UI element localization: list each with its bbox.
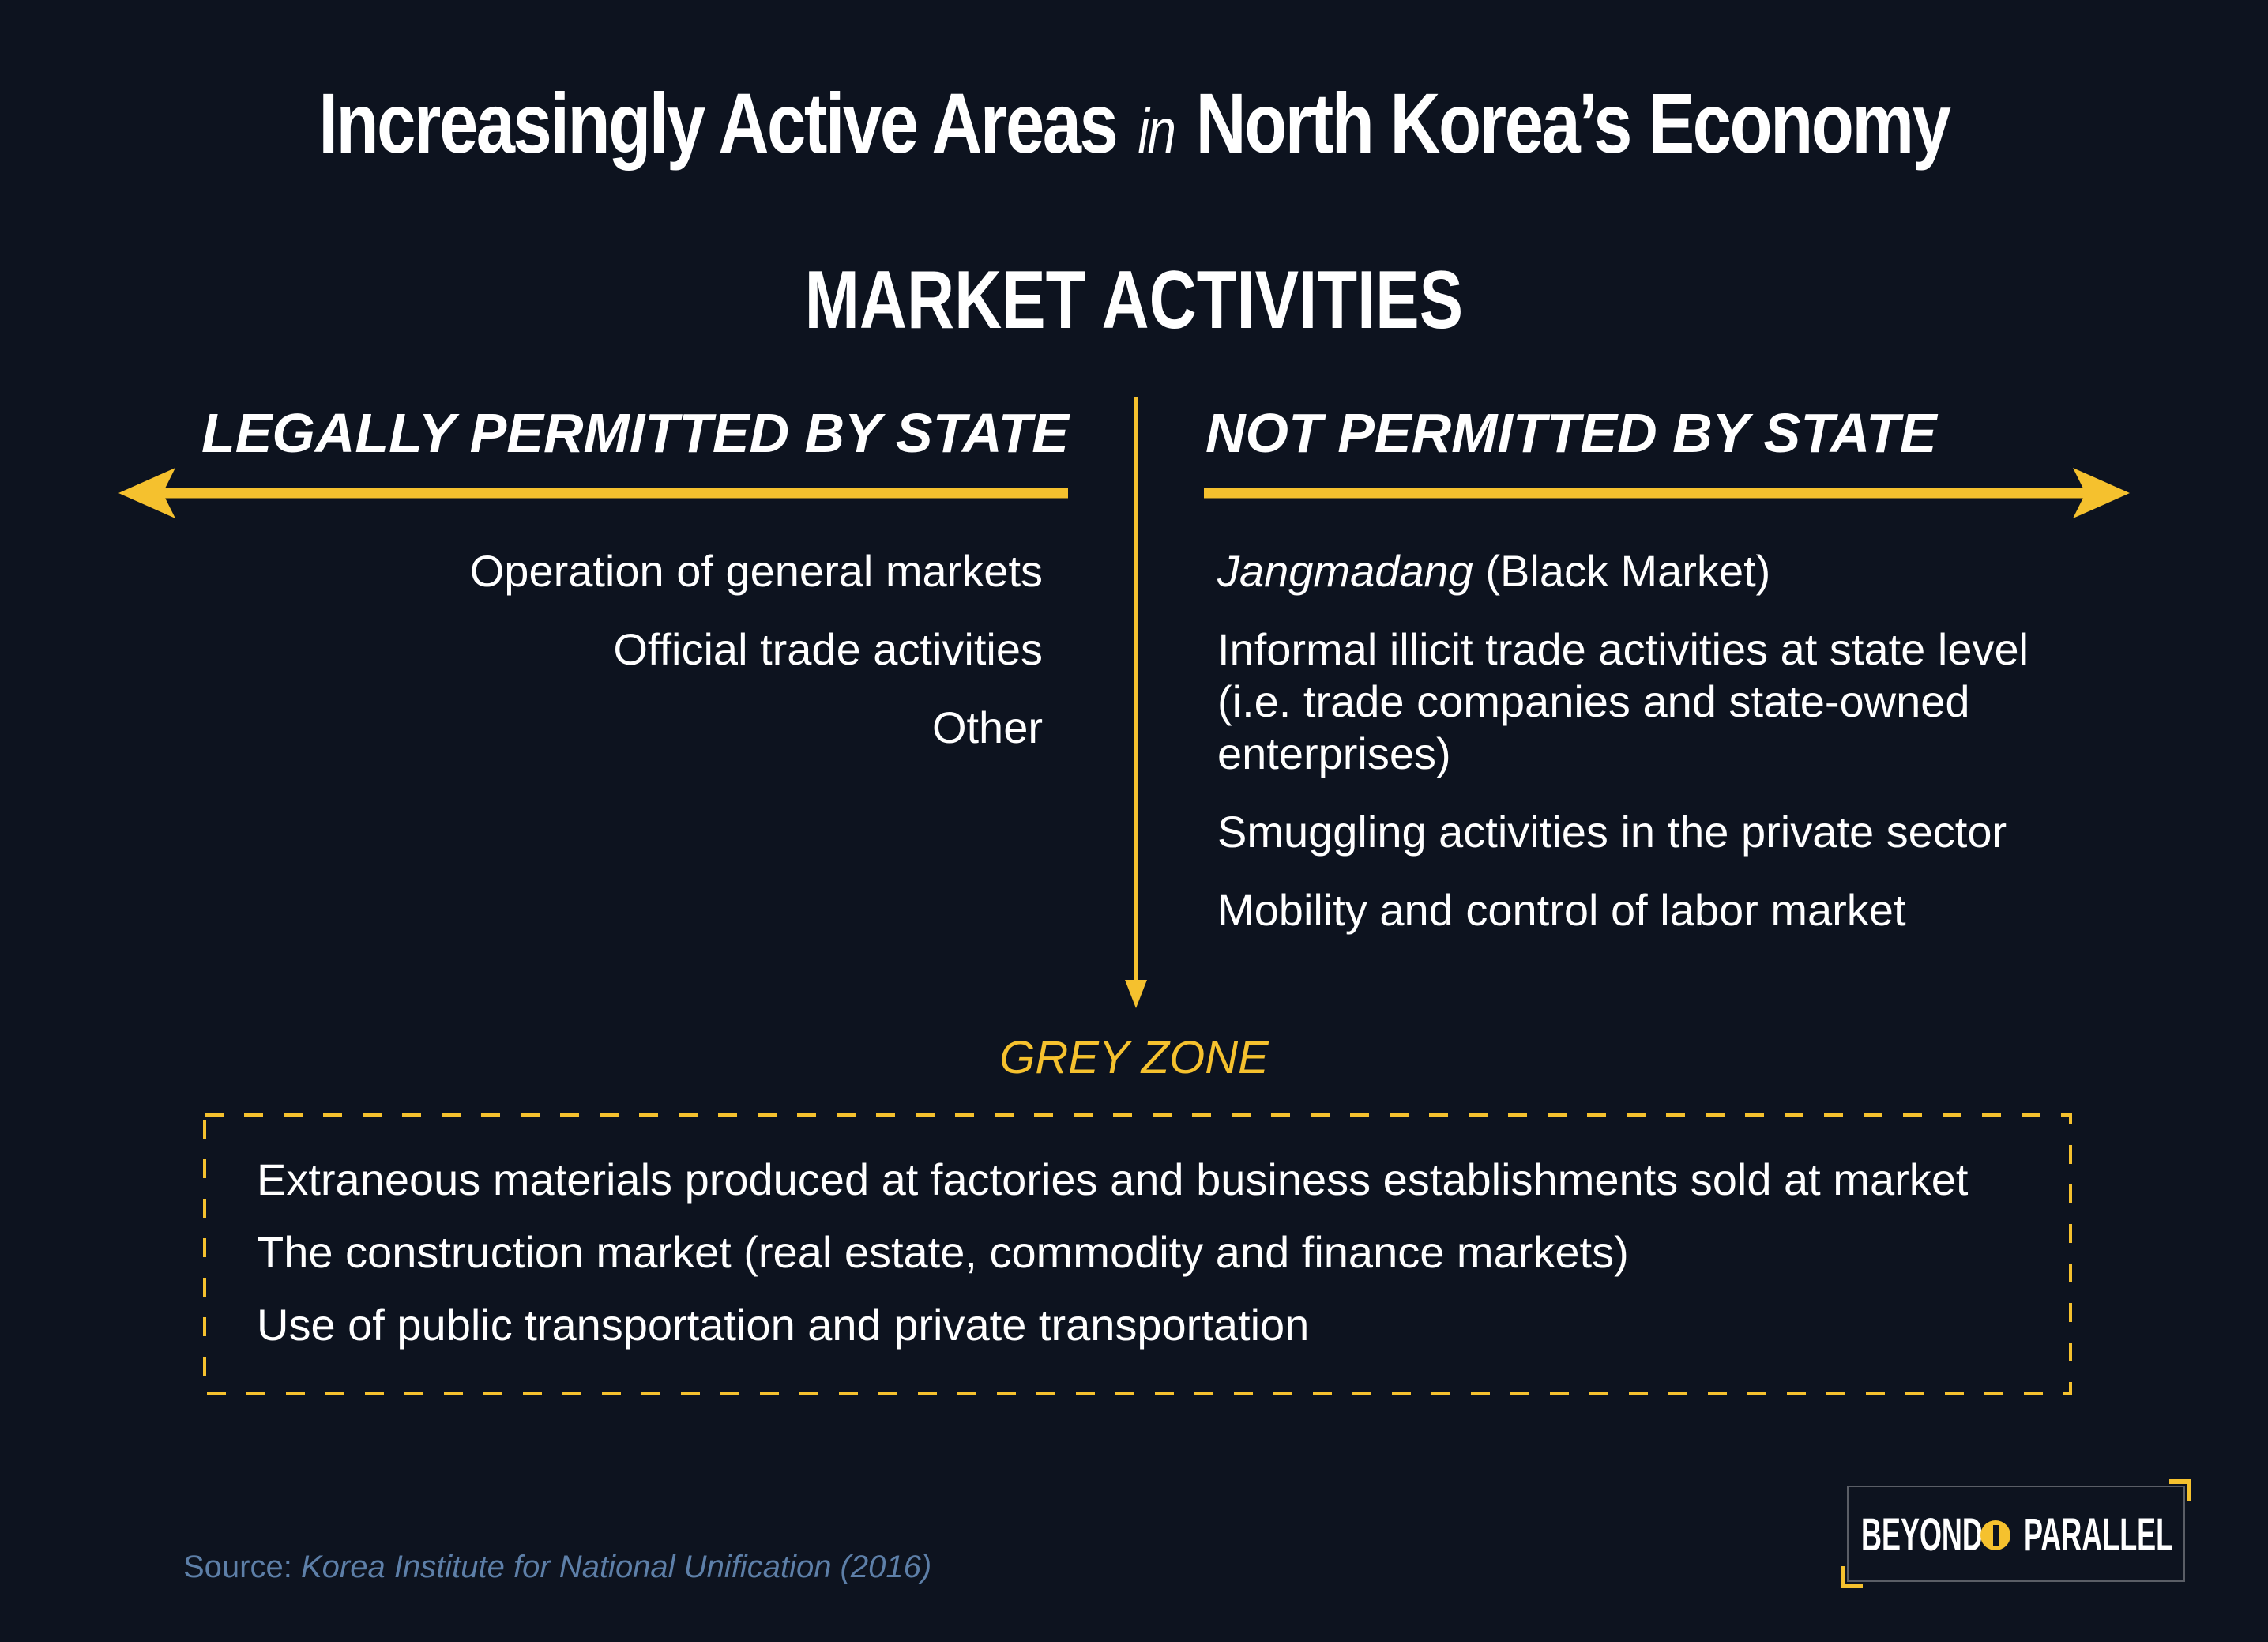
logo-mark-icon: [1980, 1520, 2010, 1550]
list-item: Extraneous materials produced at factori…: [257, 1154, 1969, 1204]
grey-zone-label: GREY ZONE: [999, 1032, 1269, 1083]
section-title: MARKET ACTIVITIES: [804, 254, 1464, 346]
logo-corner-bracket: [1841, 1566, 1863, 1588]
source-prefix: Source:: [183, 1550, 301, 1584]
list-item: Operation of general markets: [469, 546, 1043, 596]
list-item: Informal illicit trade activities at sta…: [1217, 623, 2110, 780]
list-item-emphasis: Jangmadang: [1217, 546, 1473, 596]
not-permitted-list: Jangmadang (Black Market) Informal illic…: [1217, 545, 2110, 962]
page-title: Increasingly Active Areas in North Korea…: [204, 76, 2063, 179]
source-text: Korea Institute for National Unification…: [300, 1550, 932, 1584]
list-item: Jangmadang (Black Market): [1217, 545, 2110, 597]
grey-zone-list: Extraneous materials produced at factori…: [257, 1154, 1968, 1372]
title-part2: North Korea’s Economy: [1195, 75, 1951, 171]
logo-word-beyond: BEYOND: [1861, 1509, 1983, 1561]
list-item-text: Mobility and control of labor market: [1217, 885, 1906, 935]
list-item-text: Smuggling activities in the private sect…: [1217, 807, 2007, 857]
list-item: Smuggling activities in the private sect…: [1217, 806, 2110, 858]
logo-word-parallel: PARALLEL: [2024, 1509, 2174, 1561]
source-note: Source: Korea Institute for National Uni…: [183, 1547, 931, 1587]
list-item: Use of public transportation and private…: [257, 1300, 1310, 1350]
right-arrow: [1204, 468, 2130, 518]
list-item-text: (Black Market): [1473, 546, 1771, 596]
title-in: in: [1138, 96, 1176, 166]
list-item: Mobility and control of labor market: [1217, 884, 2110, 936]
list-item-text: Informal illicit trade activities at sta…: [1217, 624, 2029, 778]
list-item: Other: [931, 702, 1043, 752]
grey-zone-box: [203, 1113, 2072, 1395]
beyond-parallel-logo: BEYOND PARALLEL: [1841, 1479, 2191, 1588]
left-arrow: [118, 468, 1068, 518]
list-item: Official trade activities: [613, 624, 1043, 674]
legally-permitted-list: Operation of general markets Official tr…: [470, 545, 1043, 780]
title-part1: Increasingly Active Areas: [318, 75, 1118, 171]
divider-down-arrow: [1125, 397, 1147, 1008]
legally-permitted-heading: LEGALLY PERMITTED BY STATE: [201, 402, 1069, 464]
logo-corner-bracket: [2169, 1479, 2191, 1501]
not-permitted-heading: NOT PERMITTED BY STATE: [1205, 402, 1937, 464]
list-item: The construction market (real estate, co…: [257, 1227, 1629, 1277]
